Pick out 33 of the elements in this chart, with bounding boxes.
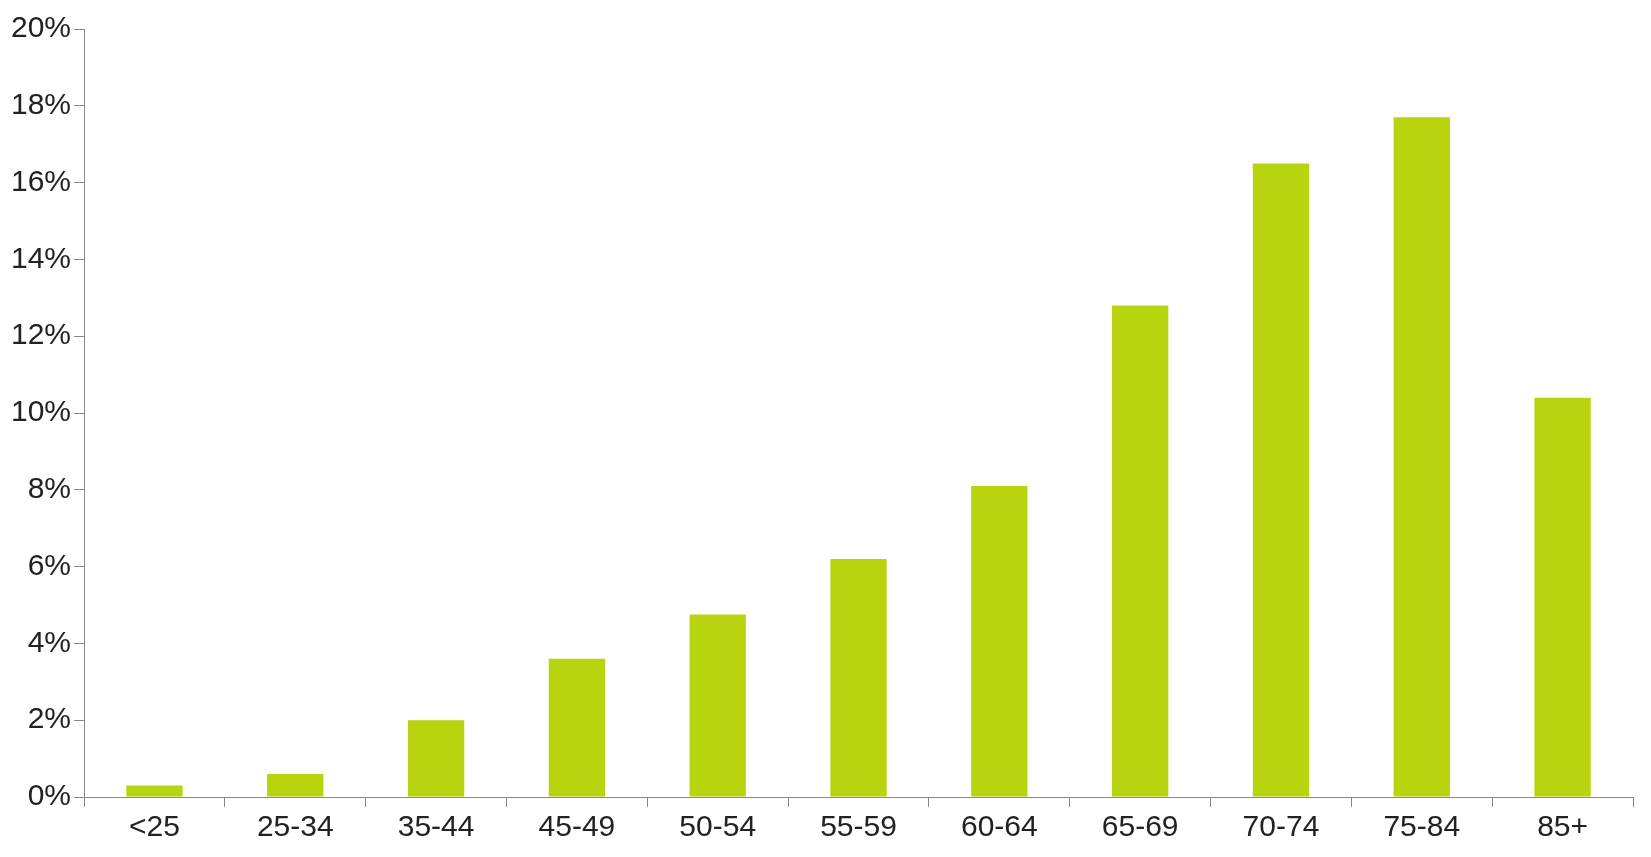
bar	[548, 658, 606, 797]
x-tick-label: 35-44	[397, 809, 475, 843]
y-tick-label: 12%	[11, 317, 72, 351]
bar	[1393, 117, 1450, 797]
y-tick-label: 0%	[27, 778, 72, 812]
y-tick-label: 14%	[11, 240, 72, 274]
y-tick-label: 8%	[27, 471, 72, 505]
x-tick-label: 60-64	[960, 809, 1038, 843]
bar	[126, 785, 183, 797]
x-tick-label: 70-74	[1242, 809, 1320, 843]
x-tick-label: 75-84	[1383, 809, 1461, 843]
x-tick-label: 65-69	[1101, 809, 1179, 843]
y-tick-label: 16%	[11, 163, 72, 197]
y-tick-label: 4%	[27, 624, 72, 658]
bar	[689, 614, 746, 797]
bar	[1111, 305, 1169, 797]
y-tick-label: 10%	[11, 394, 72, 428]
bar	[971, 485, 1028, 797]
y-tick-label: 20%	[11, 10, 72, 44]
y-tick-label: 18%	[11, 87, 72, 121]
x-tick-label: 50-54	[679, 809, 757, 843]
x-tick-label: <25	[129, 809, 180, 843]
x-tick-label: 25-34	[256, 809, 334, 843]
bar	[1252, 163, 1310, 797]
y-tick-label: 6%	[27, 547, 72, 581]
bar	[407, 720, 465, 797]
x-tick-label: 55-59	[820, 809, 897, 843]
bar	[1534, 397, 1591, 797]
x-tick-label: 45-49	[538, 809, 616, 843]
bar	[830, 558, 887, 797]
y-tick-label: 2%	[27, 701, 72, 735]
bar	[267, 773, 324, 797]
x-tick-label: 85+	[1537, 809, 1589, 843]
